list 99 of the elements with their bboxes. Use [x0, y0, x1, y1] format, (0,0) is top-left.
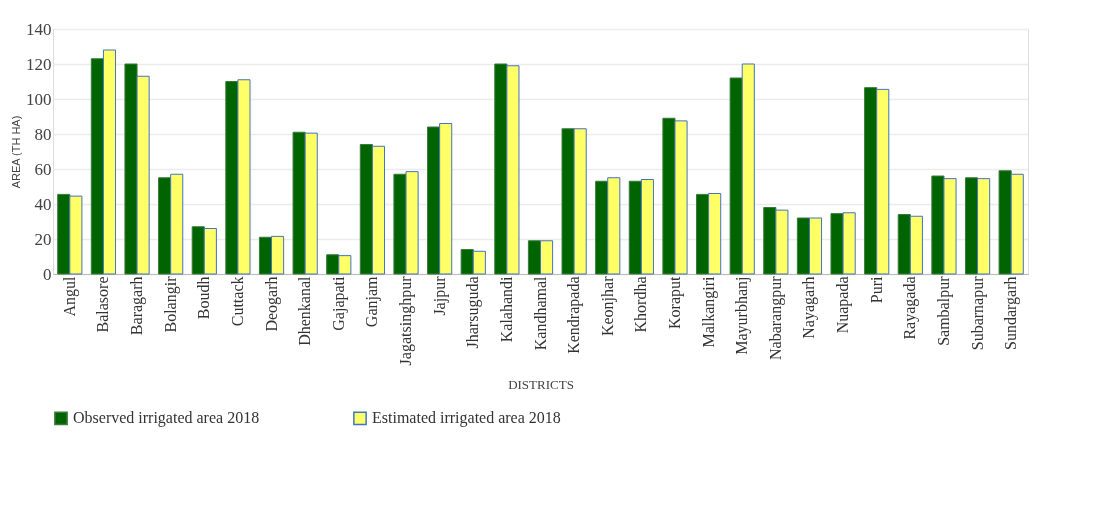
- bar: [102, 49, 117, 275]
- bar: [359, 144, 373, 275]
- x-tick-label: Baragarh: [128, 276, 147, 336]
- bar: [931, 175, 945, 275]
- x-axis-title: DISTRICTS: [508, 377, 574, 393]
- bar: [662, 117, 676, 275]
- bar: [897, 214, 911, 275]
- bar: [640, 179, 654, 275]
- y-tick-label: 100: [26, 89, 52, 109]
- bar: [158, 177, 172, 275]
- x-tick-label: Angul: [60, 275, 79, 317]
- bar: [472, 250, 486, 275]
- bar: [90, 58, 104, 275]
- x-tick-label: Subarnapur: [968, 275, 987, 351]
- x-tick-label: Sundargarh: [1002, 276, 1021, 350]
- x-tick-label: Jharsuguda: [464, 276, 483, 349]
- x-tick-label: Keonjhar: [598, 275, 617, 337]
- bar: [977, 178, 991, 275]
- x-tick-label: Kalahandi: [497, 275, 515, 343]
- bar: [527, 240, 541, 275]
- bar: [292, 131, 306, 275]
- x-tick-label: Cuttack: [228, 276, 246, 327]
- x-tick-label: Kandhamal: [531, 275, 549, 351]
- bar: [808, 217, 823, 275]
- x-tick-label: Gajapati: [329, 275, 348, 331]
- x-tick-label: Sambalpur: [934, 275, 953, 346]
- bar: [225, 81, 239, 275]
- bar: [191, 226, 205, 275]
- bar: [830, 213, 844, 275]
- bar: [561, 128, 575, 275]
- bar: [304, 132, 318, 275]
- bar: [69, 195, 83, 275]
- x-tick-label: Mayurbhanj: [733, 276, 752, 355]
- bar: [237, 79, 251, 275]
- bar: [540, 240, 554, 275]
- bar: [338, 255, 352, 275]
- bar: [708, 193, 722, 275]
- bar: [136, 75, 150, 275]
- bar: [964, 177, 979, 275]
- y-tick-label: 0: [43, 264, 52, 284]
- x-tick-label: Nayagarh: [800, 276, 819, 339]
- y-tick-label: 80: [34, 124, 52, 144]
- bar: [427, 126, 441, 275]
- bar: [628, 180, 642, 275]
- bar: [909, 215, 923, 275]
- bar: [494, 63, 508, 275]
- x-tick-label: Jajpur: [430, 275, 449, 316]
- bar: [506, 65, 520, 275]
- x-tick-label: Puri: [867, 275, 885, 304]
- y-tick-label: 20: [34, 229, 52, 249]
- legend-label: Estimated irrigated area 2018: [372, 409, 561, 428]
- bar: [696, 193, 710, 275]
- x-tick-label: Khordha: [632, 276, 650, 333]
- x-tick-label: Balasore: [94, 276, 112, 333]
- bar: [439, 123, 453, 275]
- x-tick-label: Rayagada: [901, 276, 920, 340]
- bar: [371, 145, 385, 275]
- bar: [796, 217, 810, 275]
- bar: [595, 180, 609, 275]
- bar: [775, 209, 789, 275]
- bar: [203, 228, 217, 275]
- bar: [326, 254, 340, 275]
- legend-label: Observed irrigated area 2018: [73, 409, 260, 428]
- x-tick-label: Dhenkanal: [296, 275, 314, 346]
- y-axis-title: AREA (TH HA): [10, 115, 22, 189]
- bar: [460, 249, 474, 275]
- x-tick-label: Nuapada: [834, 276, 853, 334]
- x-tick-label: Deogarh: [262, 276, 281, 332]
- x-tick-label: Koraput: [665, 275, 684, 329]
- bar: [170, 173, 184, 275]
- bar: [393, 173, 407, 275]
- bar: [741, 63, 755, 275]
- bar: [57, 193, 71, 275]
- x-tick-label: Bolangir: [161, 275, 180, 333]
- bar: [998, 170, 1012, 275]
- x-tick-label: Jagatsinghpur: [397, 275, 416, 366]
- x-tick-label: Ganjam: [363, 275, 382, 328]
- bar: [674, 120, 688, 275]
- bar: [405, 171, 419, 275]
- bar: [607, 177, 621, 275]
- bar: [1010, 173, 1024, 275]
- bar: [842, 212, 856, 275]
- x-tick-label: Kendrapada: [565, 276, 584, 354]
- bar: [124, 63, 138, 275]
- y-tick-label: 140: [26, 19, 52, 39]
- y-tick-label: 60: [34, 159, 52, 179]
- bar: [573, 128, 587, 275]
- bar: [258, 236, 273, 275]
- bar: [864, 87, 878, 275]
- bar: [729, 77, 743, 275]
- x-tick-label: Nabarangpur: [766, 275, 785, 361]
- y-tick-label: 40: [34, 194, 52, 214]
- bar: [271, 235, 285, 275]
- bar: [763, 207, 777, 275]
- bar: [876, 88, 890, 275]
- bar: [943, 178, 957, 275]
- x-tick-label: Boudh: [195, 276, 213, 320]
- x-tick-label: Malkangiri: [699, 275, 718, 348]
- y-tick-label: 120: [26, 54, 52, 74]
